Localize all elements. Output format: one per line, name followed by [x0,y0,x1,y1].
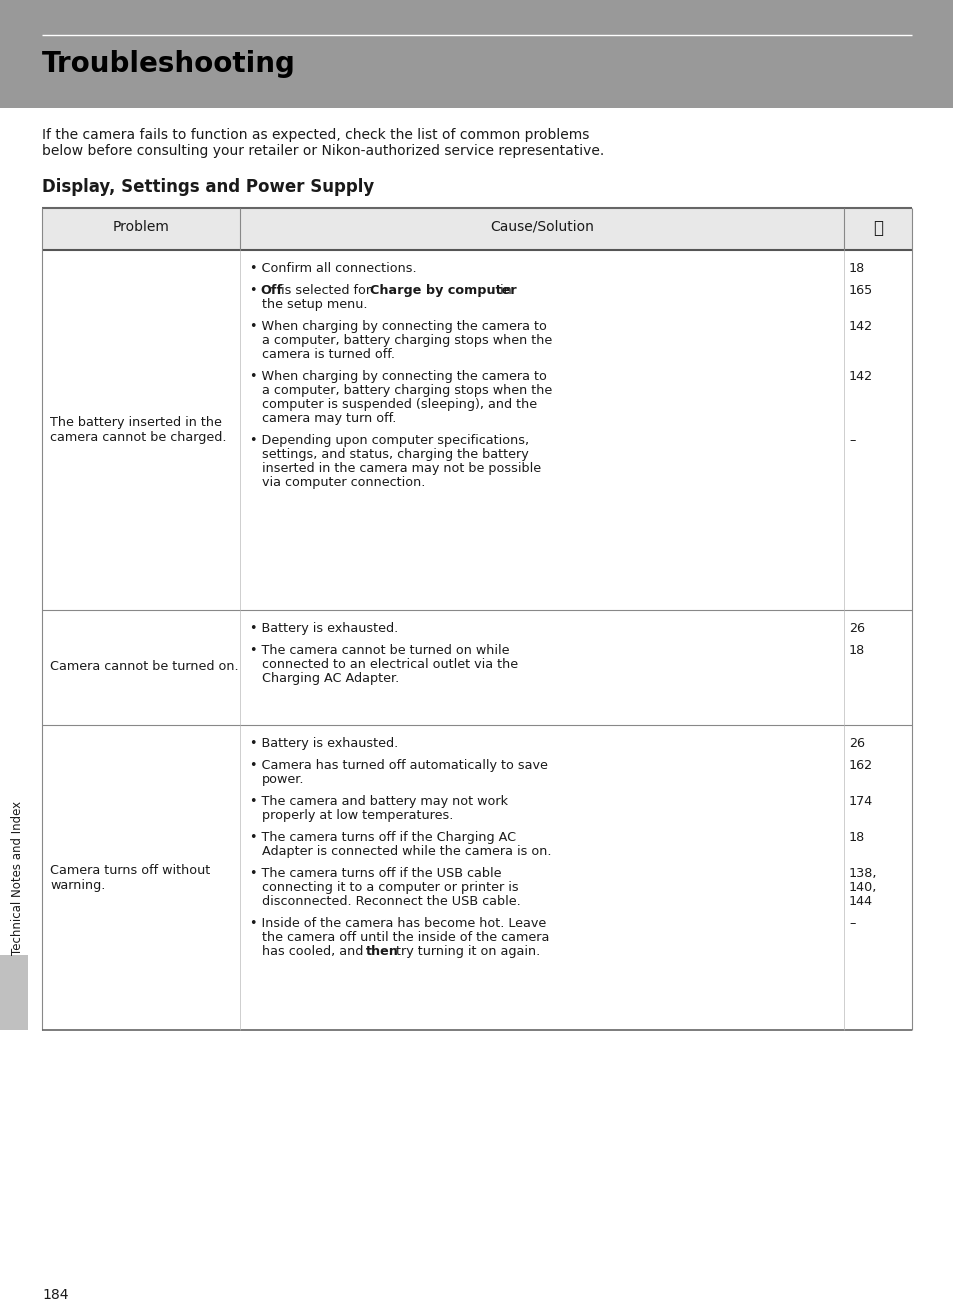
Text: • Confirm all connections.: • Confirm all connections. [250,261,416,275]
Text: the setup menu.: the setup menu. [262,298,367,311]
Text: Technical Notes and Index: Technical Notes and Index [11,800,25,954]
Text: computer is suspended (sleeping), and the: computer is suspended (sleeping), and th… [262,398,537,411]
Text: • Battery is exhausted.: • Battery is exhausted. [250,622,397,635]
Text: Display, Settings and Power Supply: Display, Settings and Power Supply [42,177,374,196]
Text: • Depending upon computer specifications,: • Depending upon computer specifications… [250,434,529,447]
Text: • The camera and battery may not work: • The camera and battery may not work [250,795,507,808]
Text: 📖: 📖 [872,219,882,237]
Text: • Battery is exhausted.: • Battery is exhausted. [250,737,397,750]
Text: • The camera turns off if the USB cable: • The camera turns off if the USB cable [250,867,501,880]
Text: 142: 142 [848,371,872,382]
Text: has cooled, and: has cooled, and [262,945,367,958]
Text: 26: 26 [848,737,864,750]
Text: 18: 18 [848,830,864,844]
Text: If the camera fails to function as expected, check the list of common problems: If the camera fails to function as expec… [42,127,589,142]
Text: 18: 18 [848,261,864,275]
Text: 142: 142 [848,321,872,332]
Text: then: then [366,945,398,958]
Text: Problem: Problem [112,219,170,234]
Text: • The camera turns off if the Charging AC: • The camera turns off if the Charging A… [250,830,516,844]
Text: 165: 165 [848,284,872,297]
Text: 138,: 138, [848,867,877,880]
Text: camera may turn off.: camera may turn off. [262,413,395,424]
Bar [42,208,911,250]
Text: inserted in the camera may not be possible: inserted in the camera may not be possib… [262,463,540,474]
Text: 18: 18 [848,644,864,657]
Text: 140,: 140, [848,880,877,894]
Text: Troubleshooting: Troubleshooting [42,50,295,78]
Text: • The camera cannot be turned on while: • The camera cannot be turned on while [250,644,509,657]
Text: below before consulting your retailer or Nikon-authorized service representative: below before consulting your retailer or… [42,145,603,158]
Text: 174: 174 [848,795,872,808]
Text: • Camera has turned off automatically to save: • Camera has turned off automatically to… [250,759,547,773]
Text: is selected for: is selected for [276,284,375,297]
Text: Camera cannot be turned on.: Camera cannot be turned on. [50,660,238,673]
Text: the camera off until the inside of the camera: the camera off until the inside of the c… [262,932,549,943]
Text: –: – [848,917,855,930]
Text: via computer connection.: via computer connection. [262,476,425,489]
Text: a computer, battery charging stops when the: a computer, battery charging stops when … [262,334,552,347]
Text: –: – [848,434,855,447]
Text: 184: 184 [42,1288,69,1302]
Text: disconnected. Reconnect the USB cable.: disconnected. Reconnect the USB cable. [262,895,520,908]
Text: power.: power. [262,773,304,786]
Text: •: • [250,284,261,297]
Text: Off: Off [260,284,282,297]
Text: Cause/Solution: Cause/Solution [490,219,594,234]
Text: a computer, battery charging stops when the: a computer, battery charging stops when … [262,384,552,397]
Text: The battery inserted in the
camera cannot be charged.: The battery inserted in the camera canno… [50,417,226,444]
Text: Charge by computer: Charge by computer [370,284,517,297]
Text: Camera turns off without
warning.: Camera turns off without warning. [50,863,210,891]
Text: • When charging by connecting the camera to: • When charging by connecting the camera… [250,321,546,332]
Text: 26: 26 [848,622,864,635]
Bar [0,955,28,1030]
Text: 162: 162 [848,759,872,773]
Text: try turning it on again.: try turning it on again. [392,945,539,958]
Text: • When charging by connecting the camera to: • When charging by connecting the camera… [250,371,546,382]
Text: connected to an electrical outlet via the: connected to an electrical outlet via th… [262,658,517,671]
Text: in: in [496,284,511,297]
Text: Charging AC Adapter.: Charging AC Adapter. [262,671,399,685]
Text: • Inside of the camera has become hot. Leave: • Inside of the camera has become hot. L… [250,917,546,930]
Text: settings, and status, charging the battery: settings, and status, charging the batte… [262,448,528,461]
Text: connecting it to a computer or printer is: connecting it to a computer or printer i… [262,880,518,894]
Text: properly at low temperatures.: properly at low temperatures. [262,809,453,823]
Text: Adapter is connected while the camera is on.: Adapter is connected while the camera is… [262,845,551,858]
Bar [0,0,953,108]
Text: camera is turned off.: camera is turned off. [262,348,395,361]
Text: 144: 144 [848,895,872,908]
